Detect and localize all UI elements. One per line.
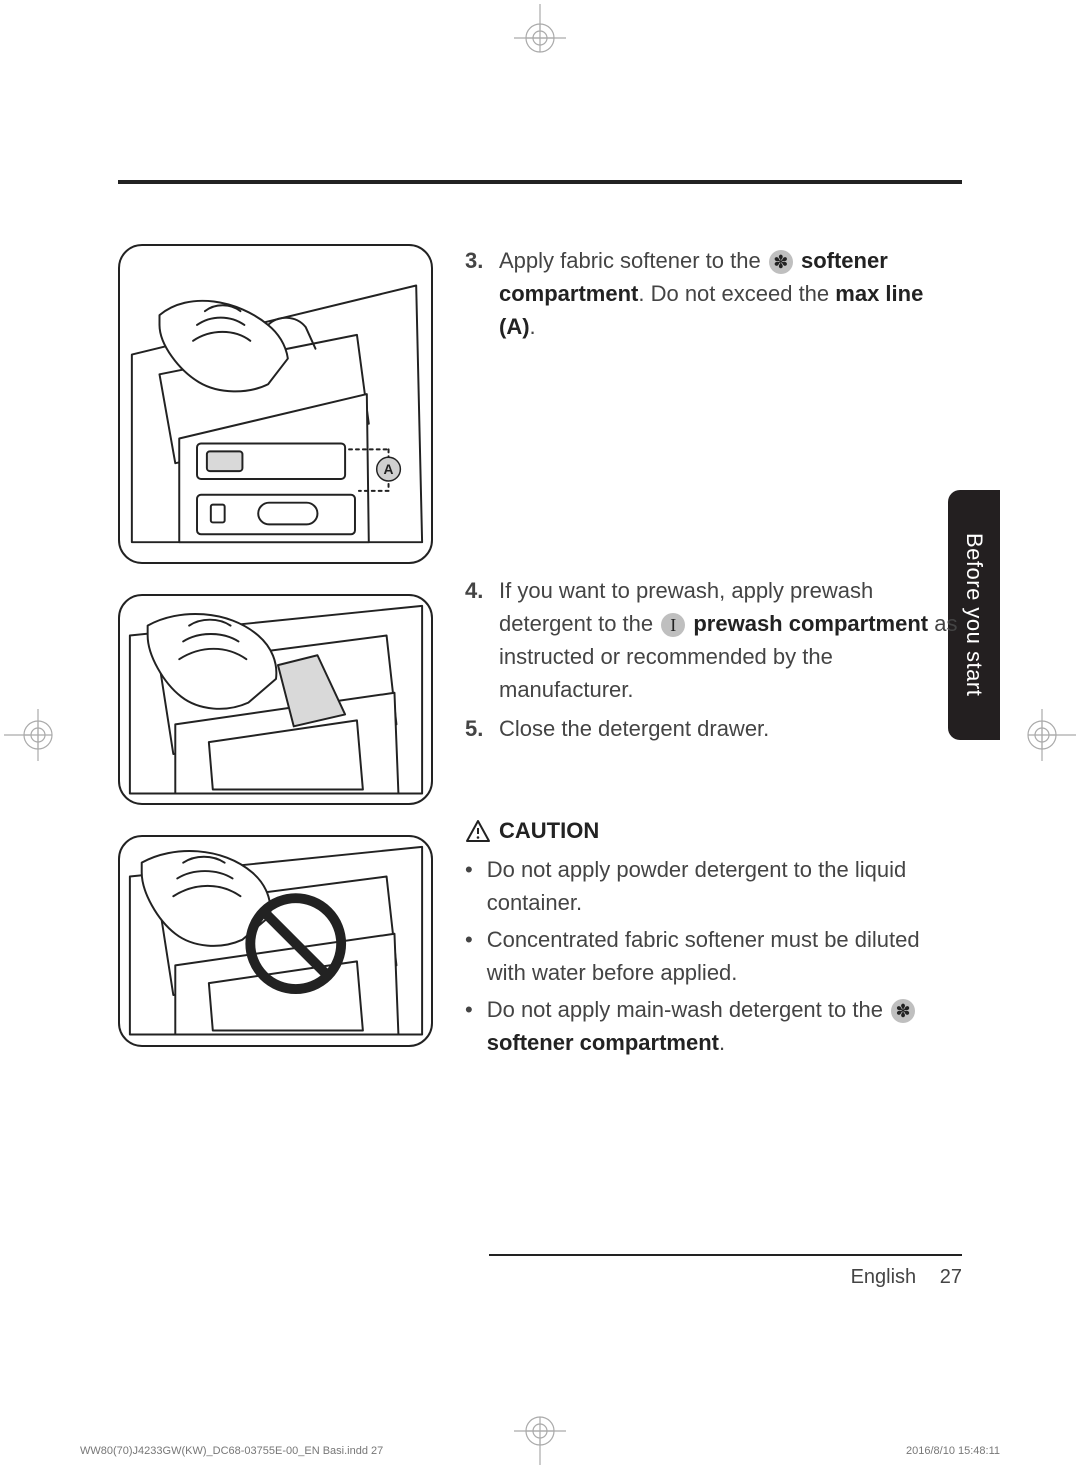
- footer-page: 27: [940, 1266, 962, 1288]
- step-5: 5. Close the detergent drawer.: [465, 712, 962, 745]
- step-4-num: 4.: [465, 574, 489, 706]
- crop-mark-top: [508, 4, 572, 60]
- page-frame: Before you start: [80, 70, 1000, 1399]
- side-tab-label: Before you start: [961, 533, 987, 696]
- print-meta: WW80(70)J4233GW(KW)_DC68-03755E-00_EN Ba…: [80, 1445, 1000, 1457]
- softener-icon: ✽: [769, 250, 793, 274]
- caution-label: CAUTION: [499, 814, 599, 847]
- footer-text: English 27: [118, 1266, 962, 1289]
- figure-prohibition: [118, 835, 433, 1046]
- footer: English 27: [118, 1254, 962, 1289]
- caution-item-1: • Do not apply powder detergent to the l…: [465, 853, 962, 919]
- step-4: 4. If you want to prewash, apply prewash…: [465, 574, 962, 706]
- caution-item-3: • Do not apply main-wash detergent to th…: [465, 993, 962, 1059]
- figures-column: A: [118, 244, 433, 1063]
- caution-icon: [465, 819, 491, 843]
- caution-heading: CAUTION: [465, 814, 962, 847]
- print-meta-left: WW80(70)J4233GW(KW)_DC68-03755E-00_EN Ba…: [80, 1445, 383, 1457]
- figure-prewash: [118, 594, 433, 805]
- top-rule: [118, 180, 962, 184]
- figure-softener-maxline: A: [118, 244, 433, 564]
- footer-rule: [489, 1254, 962, 1256]
- step-4-5-block: 4. If you want to prewash, apply prewash…: [465, 574, 962, 814]
- softener-icon: ✽: [891, 999, 915, 1023]
- step-4-text: If you want to prewash, apply prewash de…: [499, 574, 962, 706]
- content-row: A: [118, 244, 962, 1063]
- step-3-num: 3.: [465, 244, 489, 343]
- print-meta-right: 2016/8/10 15:48:11: [906, 1445, 1000, 1457]
- step-3-block: 3. Apply fabric softener to the ✽ soften…: [465, 244, 962, 574]
- step-5-num: 5.: [465, 712, 489, 745]
- prewash-icon: I: [661, 613, 685, 637]
- step-3-text: Apply fabric softener to the ✽ softener …: [499, 244, 962, 343]
- crop-mark-right: [1020, 703, 1076, 767]
- caution-block: CAUTION • Do not apply powder detergent …: [465, 814, 962, 1063]
- crop-mark-left: [4, 703, 60, 767]
- caution-item-2: • Concentrated fabric softener must be d…: [465, 923, 962, 989]
- step-5-text: Close the detergent drawer.: [499, 712, 769, 745]
- footer-lang: English: [851, 1266, 917, 1288]
- text-column: 3. Apply fabric softener to the ✽ soften…: [465, 244, 962, 1063]
- svg-text:A: A: [384, 461, 394, 477]
- step-3: 3. Apply fabric softener to the ✽ soften…: [465, 244, 962, 343]
